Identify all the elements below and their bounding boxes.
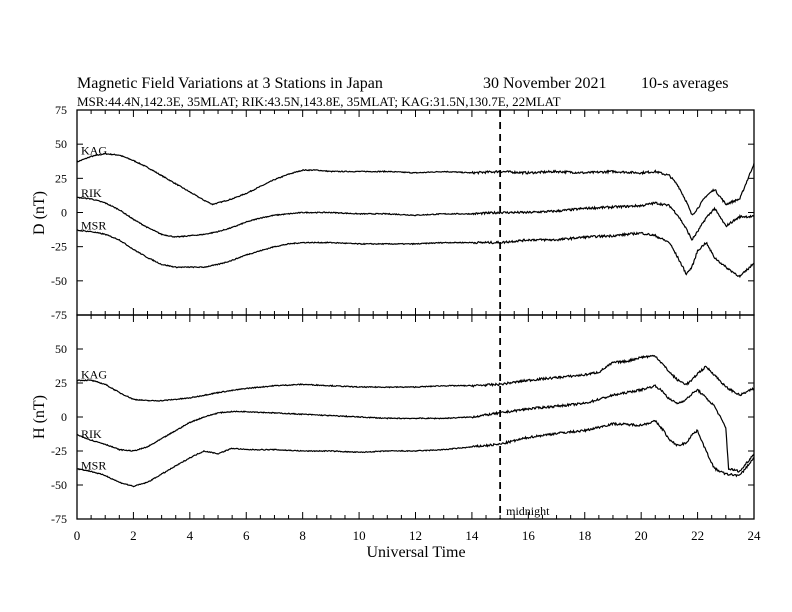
x-tick-label-22: 22: [691, 528, 704, 543]
series-H-MSR: [76, 419, 755, 488]
y-tick-label-H-25: 25: [55, 376, 67, 390]
y-tick-label-D-0: 0: [61, 206, 67, 220]
series-H-RIK: [76, 384, 755, 473]
panel-frame-D: [76, 109, 755, 316]
y-tick-label-H-50: 50: [55, 342, 67, 356]
y-tick-label-D-75: 75: [55, 103, 67, 117]
x-tick-label-12: 12: [409, 528, 422, 543]
y-tick-label-D--50: -50: [51, 274, 67, 288]
series-label-H-RIK: RIK: [81, 427, 102, 441]
panel-frame-H: [76, 314, 755, 520]
d-axis-label: D (nT): [31, 191, 48, 235]
series-D-MSR: [77, 229, 755, 279]
x-axis-label: Universal Time: [366, 544, 465, 561]
series-H-KAG: [77, 354, 755, 402]
chart-averaging: 10-s averages: [641, 75, 729, 92]
y-tick-label-D--25: -25: [51, 240, 67, 254]
y-tick-label-D-50: 50: [55, 137, 67, 151]
series-D-KAG: [76, 152, 755, 216]
series-label-D-MSR: MSR: [81, 219, 106, 233]
x-tick-label-10: 10: [353, 528, 366, 543]
x-tick-label-20: 20: [635, 528, 648, 543]
x-tick-label-24: 24: [748, 528, 762, 543]
y-tick-label-D-25: 25: [55, 171, 67, 185]
series-D-RIK: [76, 196, 755, 241]
station-info: MSR:44.4N,142.3E, 35MLAT; RIK:43.5N,143.…: [77, 94, 561, 109]
y-tick-label-H--75: -75: [51, 512, 67, 526]
series-label-D-RIK: RIK: [81, 186, 102, 200]
x-tick-label-18: 18: [578, 528, 591, 543]
x-tick-label-8: 8: [299, 528, 306, 543]
x-tick-label-0: 0: [74, 528, 81, 543]
y-tick-label-H--50: -50: [51, 478, 67, 492]
x-tick-label-14: 14: [465, 528, 479, 543]
series-label-H-MSR: MSR: [81, 458, 106, 472]
x-tick-label-16: 16: [522, 528, 536, 543]
x-tick-label-4: 4: [187, 528, 194, 543]
h-axis-label: H (nT): [31, 395, 48, 439]
y-tick-label-H-0: 0: [61, 410, 67, 424]
series-label-D-KAG: KAG: [81, 143, 107, 157]
y-tick-label-D--75: -75: [51, 308, 67, 322]
x-tick-label-2: 2: [130, 528, 137, 543]
x-tick-label-6: 6: [243, 528, 250, 543]
chart-title: Magnetic Field Variations at 3 Stations …: [77, 75, 383, 92]
y-tick-label-H--25: -25: [51, 444, 67, 458]
series-label-H-KAG: KAG: [81, 367, 107, 381]
chart-date: 30 November 2021: [483, 75, 607, 92]
midnight-label: midnight: [506, 504, 550, 518]
